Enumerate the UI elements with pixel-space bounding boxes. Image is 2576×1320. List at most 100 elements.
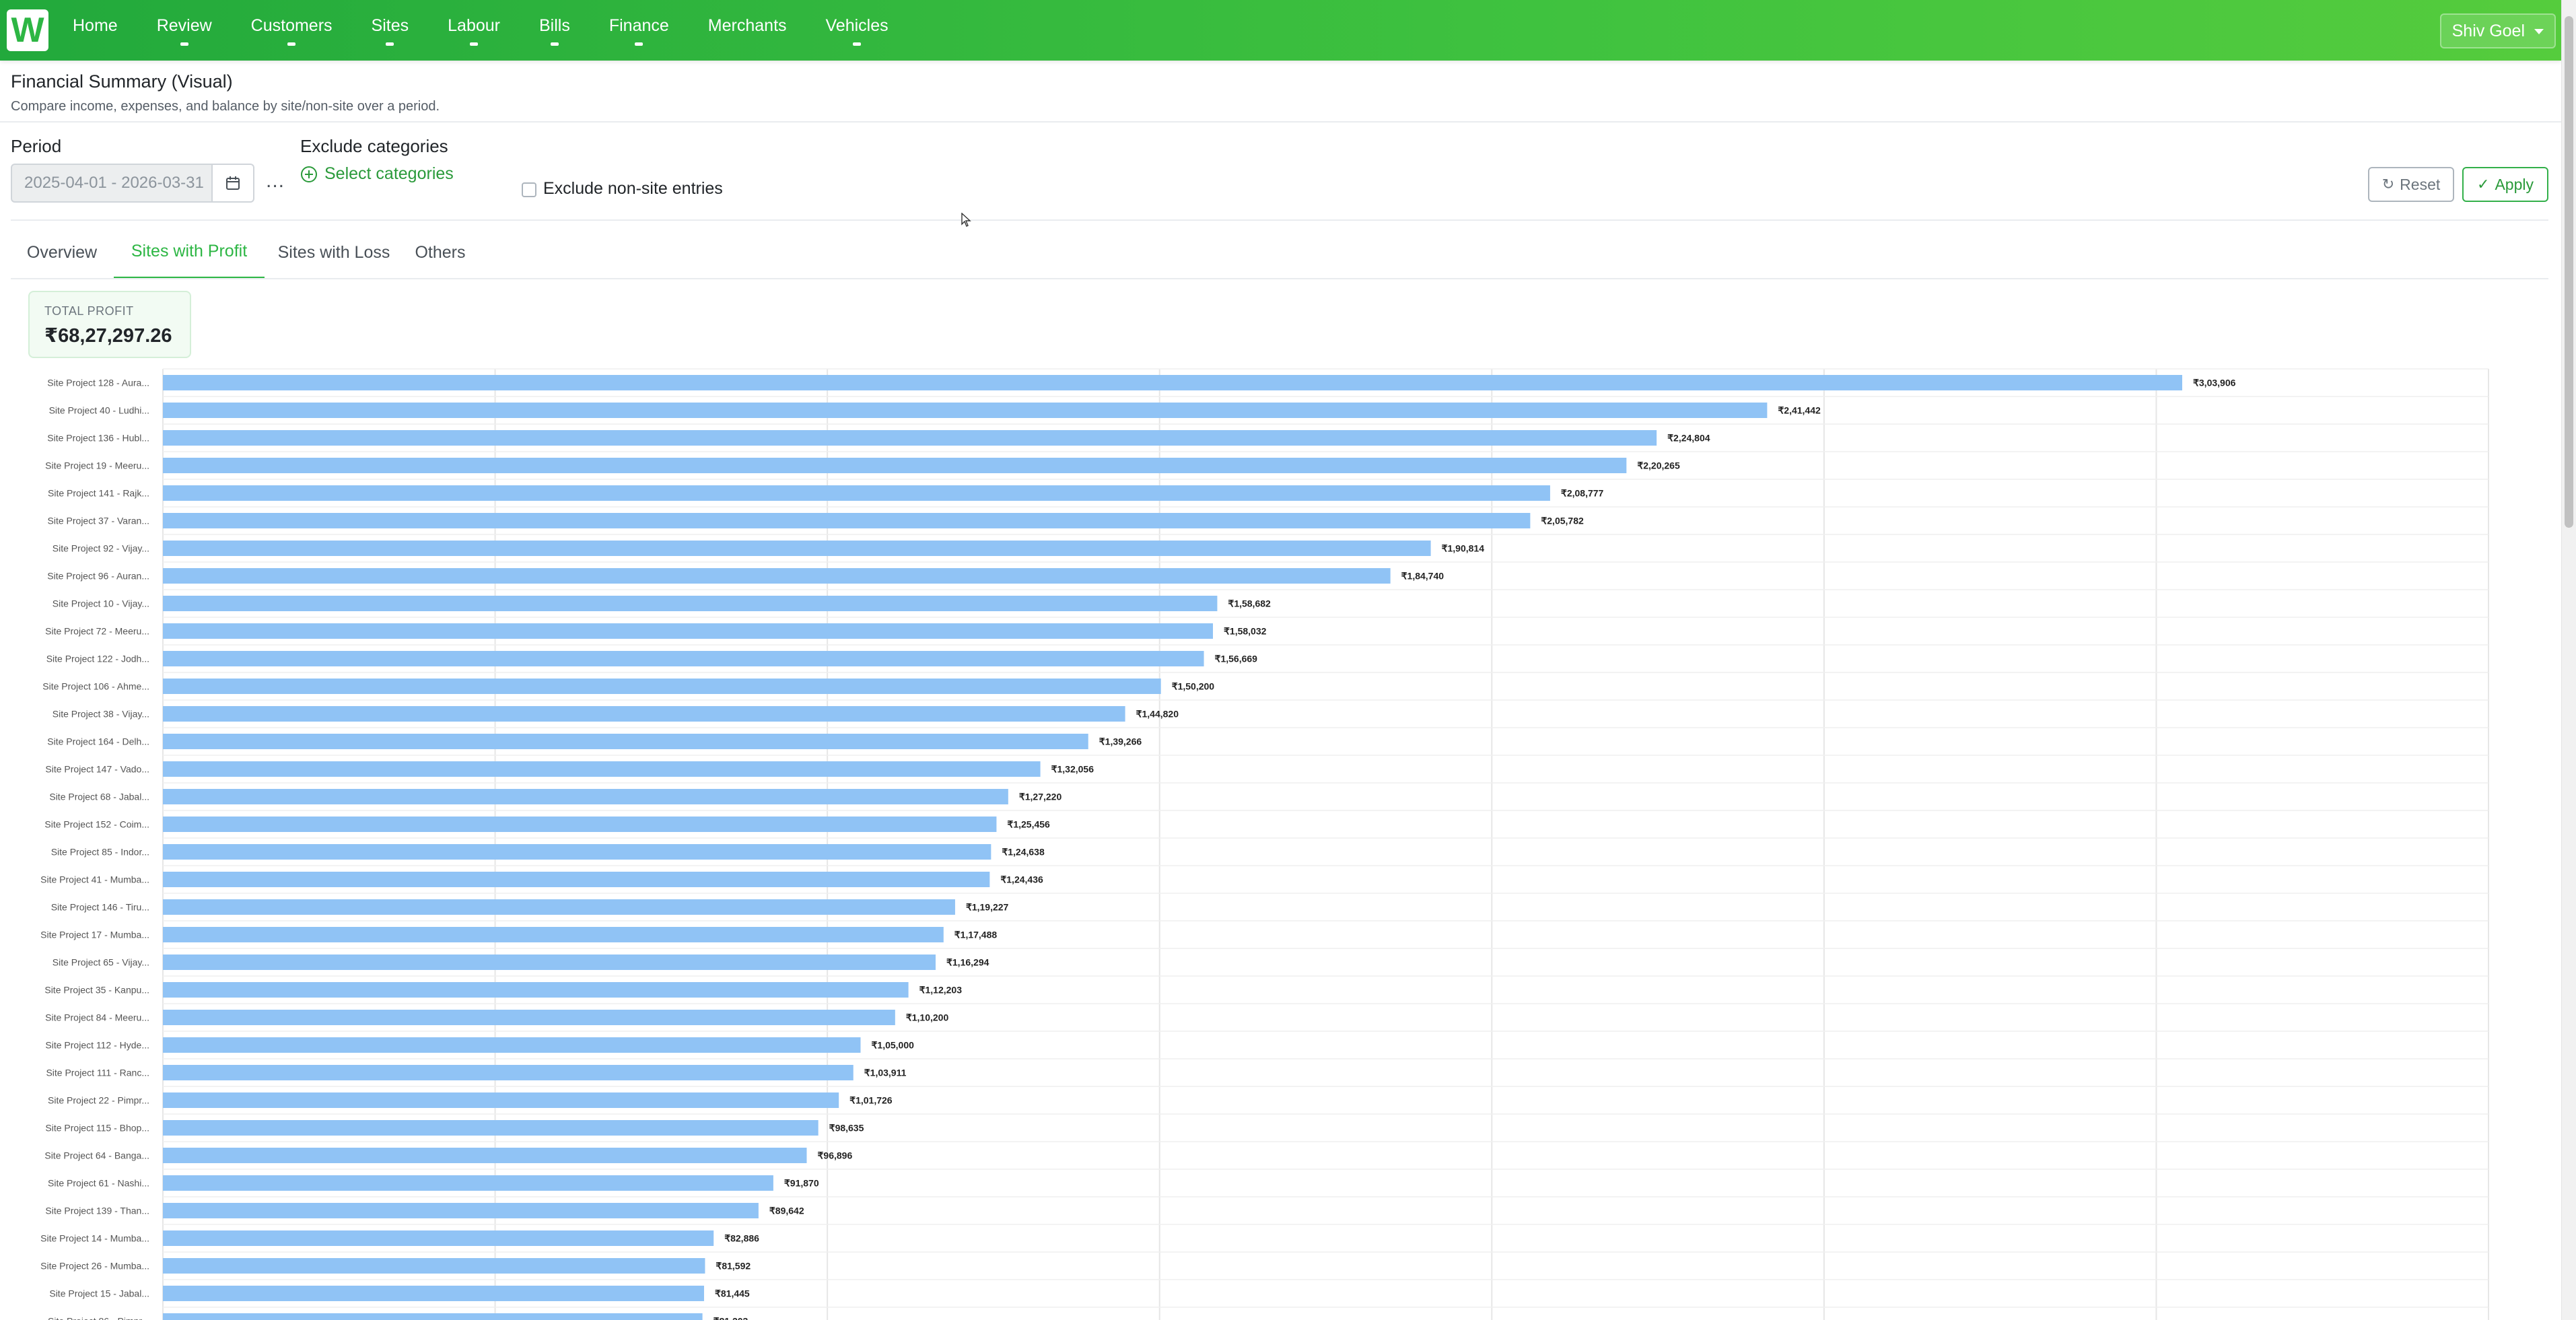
scrollbar-thumb[interactable]: [2565, 16, 2573, 528]
chart-category-label: Site Project 139 - Than...: [45, 1206, 149, 1216]
chart-category-label: Site Project 115 - Bhop...: [45, 1123, 149, 1134]
chart-value-label: ₹1,24,436: [1000, 874, 1043, 885]
chart-bar: [163, 403, 1768, 418]
chart-bar: [163, 1230, 714, 1246]
chart-category-label: Site Project 122 - Jodh...: [46, 654, 149, 664]
chart-category-label: Site Project 146 - Tiru...: [51, 902, 149, 913]
apply-button[interactable]: ✓ Apply: [2462, 167, 2548, 202]
chart-bar: [163, 541, 1431, 556]
chart-category-label: Site Project 68 - Jabal...: [49, 792, 149, 802]
nav-item-bills[interactable]: Bills: [539, 0, 570, 61]
tab-sites-with-loss-label: Sites with Loss: [277, 242, 390, 262]
chart-category-label: Site Project 19 - Meeru...: [45, 460, 149, 471]
reset-button[interactable]: ↻ Reset: [2368, 167, 2454, 202]
select-categories-button[interactable]: Select categories: [300, 164, 454, 184]
tab-others-label: Others: [415, 242, 466, 262]
tabs-divider: [11, 278, 2548, 279]
chart-category-label: Site Project 22 - Pimpr...: [48, 1095, 149, 1106]
filters-divider: [11, 219, 2548, 221]
chart-category-label: Site Project 128 - Aura...: [47, 378, 149, 388]
nav-item-label: Sites: [371, 15, 409, 35]
chart-category-label: Site Project 64 - Banga...: [44, 1150, 149, 1161]
chart-value-label: ₹1,05,000: [872, 1040, 915, 1051]
nav-item-customers[interactable]: Customers: [251, 0, 333, 61]
chart-bar: [163, 844, 991, 860]
chart-bar: [163, 1258, 705, 1274]
chart-bar: [163, 706, 1125, 722]
chart-category-label: Site Project 147 - Vado...: [45, 764, 149, 775]
chart-bar: [163, 485, 1550, 501]
app-logo[interactable]: W: [7, 9, 48, 51]
chart-bar: [163, 1286, 704, 1301]
nav-item-label: Customers: [250, 15, 333, 35]
more-options-icon[interactable]: ...: [266, 170, 285, 192]
chevron-down-icon: [2534, 29, 2544, 34]
chart-category-label: Site Project 96 - Auran...: [47, 571, 149, 582]
chart-bar: [163, 458, 1627, 473]
chart-value-label: ₹81,445: [715, 1288, 750, 1299]
chart-category-label: Site Project 84 - Meeru...: [45, 1012, 149, 1023]
tab-overview-label: Overview: [26, 242, 98, 262]
period-label: Period: [11, 136, 62, 156]
chart-value-label: ₹91,870: [784, 1178, 819, 1189]
chart-bar: [163, 1120, 819, 1136]
chart-value-label: ₹2,24,804: [1667, 433, 1710, 444]
chart-category-label: Site Project 15 - Jabal...: [49, 1288, 149, 1299]
chart-value-label: ₹1,25,456: [1007, 819, 1050, 830]
chart-bar: [163, 761, 1041, 777]
chart-bar: [163, 1203, 759, 1218]
chart-bar: [163, 1065, 854, 1080]
chart-category-label: Site Project 164 - Delh...: [47, 736, 149, 747]
tab-overview[interactable]: Overview: [11, 226, 113, 279]
total-profit-card: TOTAL PROFIT ₹68,27,297.26: [28, 291, 191, 358]
chart-category-label: Site Project 38 - Vijay...: [53, 709, 149, 720]
chart-bar: [163, 1175, 773, 1191]
chart-bar: [163, 513, 1531, 528]
tab-sites-with-profit[interactable]: Sites with Profit: [114, 226, 265, 279]
exclude-non-site-label[interactable]: Exclude non-site entries: [543, 179, 723, 198]
chart-category-label: Site Project 61 - Nashi...: [48, 1178, 149, 1189]
chart-category-label: Site Project 86 - Pimpr...: [48, 1316, 149, 1320]
chart-value-label: ₹1,03,911: [864, 1068, 907, 1078]
chart-value-label: ₹1,17,488: [954, 930, 998, 940]
chart-value-label: ₹1,10,200: [906, 1012, 949, 1023]
tab-sites-with-profit-label: Sites with Profit: [131, 242, 248, 260]
chart-value-label: ₹1,58,682: [1228, 598, 1271, 609]
tab-sites-with-loss[interactable]: Sites with Loss: [265, 226, 403, 279]
period-picker[interactable]: 2025-04-01 - 2026-03-31: [11, 164, 254, 203]
nav-item-home[interactable]: Home: [73, 0, 118, 61]
dropdown-caret-icon: [180, 42, 188, 46]
chart-value-label: ₹98,635: [829, 1123, 864, 1134]
plus-circle-icon: [301, 166, 317, 182]
chart-category-label: Site Project 72 - Meeru...: [45, 626, 149, 637]
total-profit-label: TOTAL PROFIT: [44, 304, 134, 318]
select-categories-label: Select categories: [324, 164, 454, 183]
tab-others[interactable]: Others: [403, 226, 477, 279]
chart-value-label: ₹2,05,782: [1541, 516, 1584, 526]
nav-item-finance[interactable]: Finance: [609, 0, 669, 61]
nav-item-label: Finance: [608, 15, 669, 35]
nav-item-sites[interactable]: Sites: [372, 0, 409, 61]
nav-item-vehicles[interactable]: Vehicles: [826, 0, 889, 61]
chart-value-label: ₹1,01,726: [849, 1095, 893, 1106]
chart-bar: [163, 375, 2182, 390]
chart-category-label: Site Project 35 - Kanpu...: [44, 985, 149, 996]
dropdown-caret-icon: [550, 42, 559, 46]
mouse-cursor-icon: [961, 213, 971, 227]
chart-bar: [163, 927, 944, 942]
chart-value-label: ₹1,84,740: [1401, 571, 1444, 582]
nav-item-review[interactable]: Review: [157, 0, 212, 61]
chart-value-label: ₹1,50,200: [1172, 681, 1215, 692]
chart-value-label: ₹1,56,669: [1215, 654, 1258, 664]
period-input[interactable]: 2025-04-01 - 2026-03-31: [11, 164, 213, 203]
user-menu-button[interactable]: Shiv Goel: [2439, 13, 2556, 48]
calendar-button[interactable]: [213, 164, 254, 203]
page-scrollbar[interactable]: [2561, 0, 2576, 1320]
exclude-non-site-checkbox[interactable]: [522, 182, 536, 197]
check-icon: ✓: [2477, 176, 2490, 193]
chart-bar: [163, 954, 936, 970]
nav-item-label: Labour: [448, 15, 500, 35]
nav-item-merchants[interactable]: Merchants: [708, 0, 787, 61]
nav-item-labour[interactable]: Labour: [448, 0, 500, 61]
chart-value-label: ₹2,08,777: [1561, 488, 1604, 499]
